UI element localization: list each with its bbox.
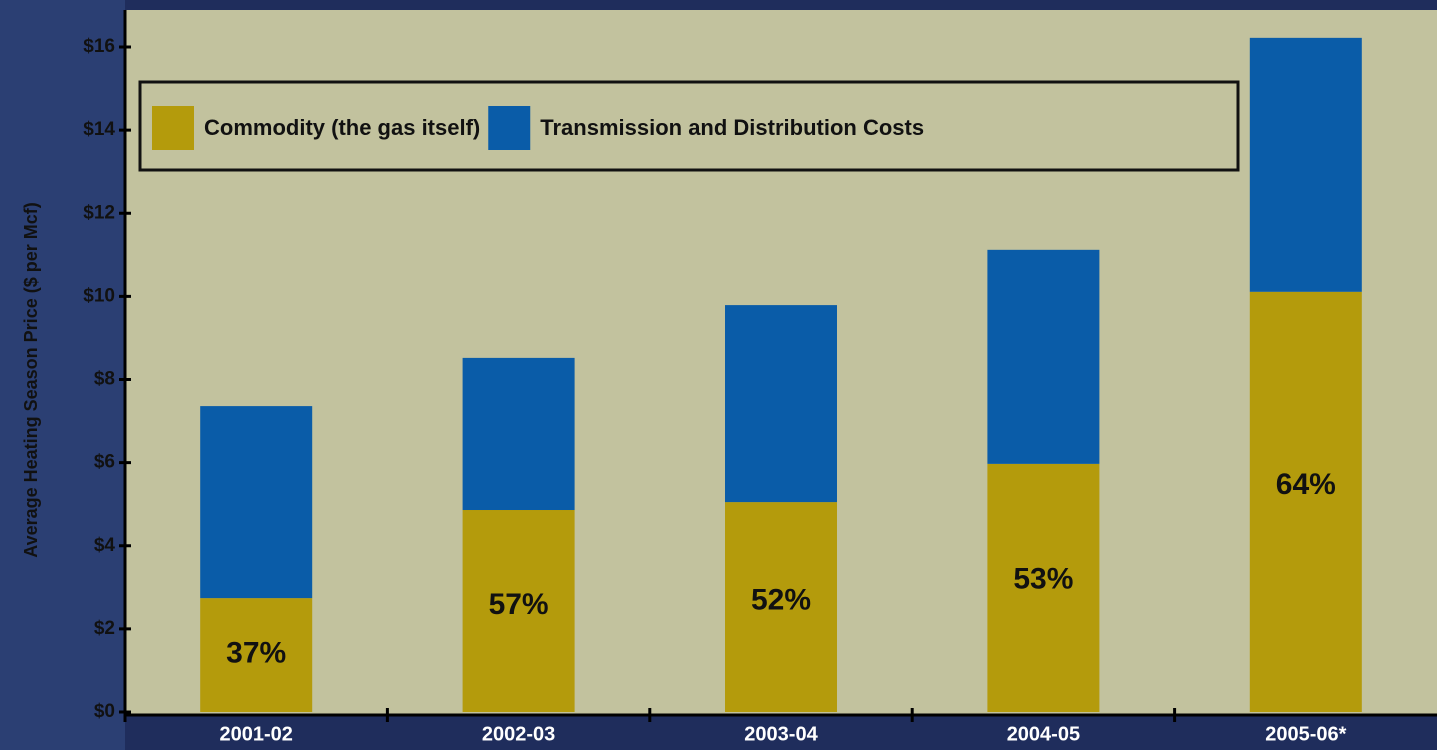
x-tick-label: 2002-03 xyxy=(482,723,555,745)
percent-label: 52% xyxy=(751,583,811,616)
y-tick-label: $16 xyxy=(83,36,115,57)
y-tick-label: $6 xyxy=(94,452,115,473)
y-axis-label: Average Heating Season Price ($ per Mcf) xyxy=(21,202,41,557)
chart: Average Heating Season Price ($ per Mcf)… xyxy=(0,0,1437,750)
x-tick-label: 2005-06* xyxy=(1265,723,1346,745)
bar-segment xyxy=(200,406,312,598)
legend-swatch xyxy=(488,106,530,150)
y-tick-label: $12 xyxy=(83,202,115,223)
x-tick-label: 2003-04 xyxy=(744,723,818,745)
bar-segment xyxy=(987,250,1099,464)
percent-label: 37% xyxy=(226,636,286,669)
y-tick-label: $14 xyxy=(83,119,115,140)
legend-swatch xyxy=(152,106,194,150)
bar-segment xyxy=(1250,38,1362,292)
legend-label: Transmission and Distribution Costs xyxy=(540,115,924,140)
x-tick-label: 2004-05 xyxy=(1007,723,1080,745)
percent-label: 57% xyxy=(489,588,549,621)
bar-segment xyxy=(1250,292,1362,712)
y-tick-label: $4 xyxy=(94,535,116,556)
x-tick-label: 2001-02 xyxy=(219,723,292,745)
y-tick-label: $0 xyxy=(94,701,115,722)
bar-segment xyxy=(725,305,837,502)
bar-segment xyxy=(463,358,575,510)
page: {"chart_data": {"type": "stacked_bar", "… xyxy=(0,0,1437,750)
percent-label: 64% xyxy=(1276,468,1336,501)
y-tick-label: $8 xyxy=(94,369,115,390)
percent-label: 53% xyxy=(1013,562,1073,595)
y-tick-label: $2 xyxy=(94,618,115,639)
legend-label: Commodity (the gas itself) xyxy=(204,115,480,140)
y-tick-label: $10 xyxy=(83,285,115,306)
